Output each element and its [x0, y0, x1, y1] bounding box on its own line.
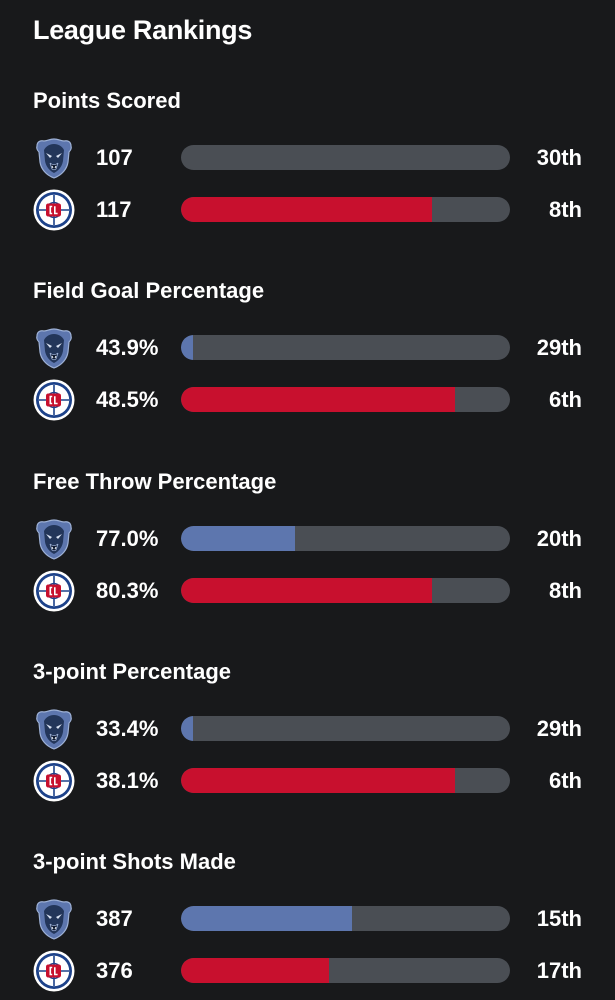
grizzlies-logo-icon [32, 897, 76, 941]
league-rank: 29th [536, 335, 582, 360]
league-rank: 17th [536, 958, 582, 983]
rank-bar-track [181, 387, 510, 412]
stat-value: 117 [96, 197, 132, 222]
rank-bar-fill [181, 958, 330, 983]
team-row-clippers: 376 17th [0, 949, 615, 993]
team-row-clippers: 38.1% 6th [0, 759, 615, 803]
stat-title: Free Throw Percentage [33, 469, 277, 494]
rank-bar-fill [181, 526, 295, 551]
rank-bar-fill [181, 906, 353, 931]
clippers-logo-icon [32, 759, 76, 803]
team-row-clippers: 48.5% 6th [0, 378, 615, 422]
clippers-logo-icon [32, 949, 76, 993]
page-title: League Rankings [33, 15, 253, 45]
rank-bar-fill [181, 768, 456, 793]
clippers-logo-icon [32, 569, 76, 613]
league-rank: 6th [549, 387, 582, 412]
stat-value: 77.0% [96, 526, 159, 551]
rank-bar-track [181, 335, 510, 360]
league-rank: 8th [549, 197, 582, 222]
league-rank: 30th [536, 145, 582, 170]
team-row-clippers: 80.3% 8th [0, 569, 615, 613]
clippers-logo-icon [32, 188, 76, 232]
stat-section: Points Scored 107 30th 117 8th [0, 85, 615, 235]
stat-title: Field Goal Percentage [33, 278, 265, 303]
league-rank: 29th [536, 716, 582, 741]
rank-bar-fill [181, 716, 193, 741]
team-row-grizzlies: 43.9% 29th [0, 326, 615, 370]
rank-bar-track [181, 716, 510, 741]
stat-value: 376 [96, 958, 133, 983]
league-rank: 15th [536, 906, 582, 931]
stat-section: 3-point Percentage 33.4% 29th 38.1% 6th [0, 656, 615, 806]
stat-section: 3-point Shots Made 387 15th 376 17th [0, 846, 615, 996]
league-rank: 20th [536, 526, 582, 551]
stat-section: Free Throw Percentage 77.0% 20th 80.3% 8th [0, 466, 615, 616]
rank-bar-track [181, 145, 510, 170]
rank-bar-fill [181, 578, 433, 603]
grizzlies-logo-icon [32, 517, 76, 561]
stat-value: 48.5% [96, 387, 159, 412]
rank-bar-track [181, 768, 510, 793]
stat-value: 387 [96, 906, 133, 931]
rank-bar-track [181, 197, 510, 222]
stat-section: Field Goal Percentage 43.9% 29th 48.5% 6th [0, 275, 615, 425]
stat-title: 3-point Shots Made [33, 849, 236, 874]
rank-bar-track [181, 958, 510, 983]
stat-title: Points Scored [33, 88, 181, 113]
team-row-grizzlies: 33.4% 29th [0, 707, 615, 751]
rank-bar-fill [181, 197, 433, 222]
rank-bar-fill [181, 335, 193, 360]
rank-bar-track [181, 578, 510, 603]
grizzlies-logo-icon [32, 136, 76, 180]
rank-bar-fill [181, 387, 456, 412]
rank-bar-track [181, 906, 510, 931]
grizzlies-logo-icon [32, 707, 76, 751]
stat-value: 43.9% [96, 335, 159, 360]
team-row-grizzlies: 387 15th [0, 897, 615, 941]
grizzlies-logo-icon [32, 326, 76, 370]
league-rank: 8th [549, 578, 582, 603]
clippers-logo-icon [32, 378, 76, 422]
team-row-grizzlies: 77.0% 20th [0, 517, 615, 561]
stat-value: 33.4% [96, 716, 159, 741]
stat-value: 80.3% [96, 578, 159, 603]
stat-value: 107 [96, 145, 133, 170]
league-rank: 6th [549, 768, 582, 793]
rank-bar-track [181, 526, 510, 551]
team-row-grizzlies: 107 30th [0, 136, 615, 180]
team-row-clippers: 117 8th [0, 188, 615, 232]
stat-title: 3-point Percentage [33, 659, 232, 684]
stat-value: 38.1% [96, 768, 159, 793]
